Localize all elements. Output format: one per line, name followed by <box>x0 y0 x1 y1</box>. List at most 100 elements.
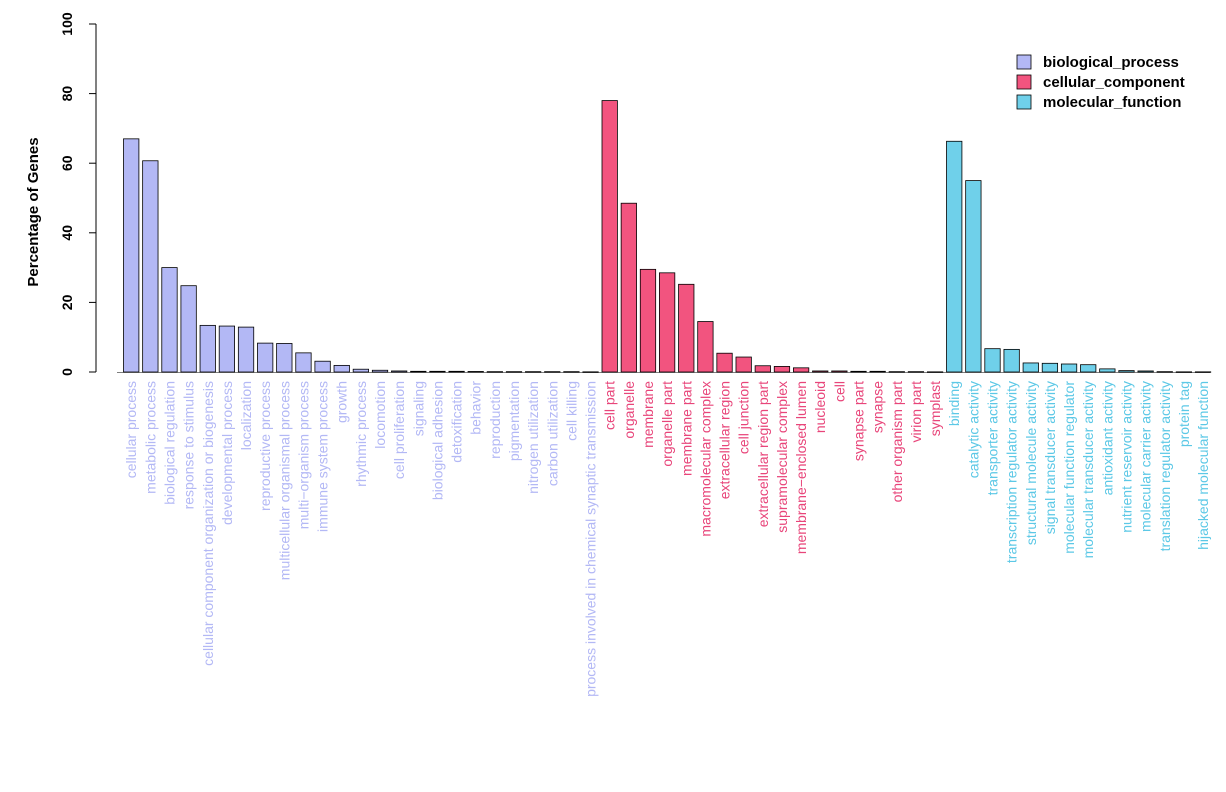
bar-cellular_component <box>907 371 925 373</box>
category-label: extracellular region part <box>755 381 771 527</box>
category-label: translation regulator activity <box>1157 381 1173 551</box>
y-tick-label: 60 <box>59 155 75 171</box>
category-label: cell killing <box>563 381 579 441</box>
category-label: membrane <box>640 381 656 448</box>
bar-molecular_function <box>946 140 963 373</box>
bar-molecular_function <box>1118 370 1135 373</box>
bar-cellular_component <box>639 268 657 373</box>
legend-swatch <box>1016 94 1032 110</box>
category-label: biological regulation <box>161 381 177 505</box>
category-label: membrane−enclosed lumen <box>793 381 809 554</box>
y-tick-label: 100 <box>59 12 75 36</box>
category-label: detoxification <box>449 381 465 463</box>
bar-biological_process <box>257 342 274 373</box>
bar-biological_process <box>486 371 503 373</box>
bar-molecular_function <box>1060 363 1078 373</box>
category-label: organelle part <box>659 381 675 467</box>
category-label: cell part <box>602 381 618 430</box>
category-label: cellular process <box>123 381 139 478</box>
category-label: reproductive process <box>257 381 273 511</box>
y-tick-label: 80 <box>59 86 75 102</box>
category-label: cell <box>831 381 847 402</box>
category-label: membrane part <box>678 381 694 476</box>
bar-molecular_function <box>1041 362 1059 373</box>
category-label: locomotion <box>372 381 388 449</box>
bar-biological_process <box>352 368 369 373</box>
bar-cellular_component <box>754 365 771 373</box>
bars <box>117 100 1212 373</box>
category-label: synapse part <box>851 381 867 461</box>
bar-biological_process <box>391 370 408 373</box>
category-label: binding <box>946 381 962 426</box>
bar-biological_process <box>218 325 235 373</box>
bar-cellular_component <box>659 272 676 373</box>
legend-entry: molecular_function <box>1043 94 1181 111</box>
category-label: molecular transducer activity <box>1080 381 1096 558</box>
bar-cellular_component <box>697 321 714 373</box>
category-label: cell proliferation <box>391 381 407 479</box>
category-label: localization <box>238 381 254 450</box>
category-label: signal transducer activity <box>1042 381 1058 534</box>
y-axis: 0 20 40 60 80 100 <box>59 12 97 376</box>
bar-biological_process <box>314 360 331 373</box>
bar-cellular_component <box>620 202 637 373</box>
bar-biological_process <box>161 267 178 373</box>
category-label: protein tag <box>1176 381 1192 447</box>
bar-cellular_component <box>601 100 618 373</box>
bar-molecular_function <box>984 348 1001 373</box>
bar-cellular_component <box>850 370 867 373</box>
bar-biological_process <box>410 370 427 373</box>
bar-molecular_function <box>965 180 982 373</box>
y-tick-label: 40 <box>59 225 75 241</box>
category-label: biological adhesion <box>429 381 445 500</box>
y-axis-label: Percentage of Genes <box>25 137 42 286</box>
category-label: nucleoid <box>812 381 828 433</box>
category-label: virion part <box>908 381 924 443</box>
category-label: molecular function regulator <box>1061 381 1077 554</box>
bar-biological_process <box>180 285 197 373</box>
category-label: response to stimulus <box>181 381 197 509</box>
category-label: immune system process <box>315 381 331 532</box>
legend-swatch <box>1016 74 1032 90</box>
bar-cellular_component <box>793 367 810 373</box>
category-label: multicellular organismal process <box>276 381 292 580</box>
category-label: hijacked molecular function <box>1195 381 1211 550</box>
bar-molecular_function <box>1003 348 1020 373</box>
bar-biological_process <box>142 160 159 373</box>
bar-cellular_component <box>888 371 905 373</box>
category-label: nutrient reservoir activity <box>1118 381 1134 533</box>
bar-cellular_component <box>735 356 752 373</box>
y-tick-label: 0 <box>59 368 75 376</box>
category-label: reproduction <box>487 381 503 459</box>
legend-swatch <box>1016 54 1032 70</box>
bar-cellular_component <box>716 352 733 373</box>
bar-biological_process <box>199 324 216 373</box>
category-label: signaling <box>410 381 426 436</box>
category-label: structural molecule activity <box>1023 381 1039 545</box>
bar-biological_process <box>505 371 523 373</box>
category-label: transcription regulator activity <box>1004 381 1020 563</box>
bar-cellular_component <box>812 370 829 373</box>
category-label: antioxidant activity <box>1099 381 1115 495</box>
category-label: cellular component organization or bioge… <box>200 381 216 666</box>
bar-cellular_component <box>869 370 886 373</box>
category-label: growth <box>334 381 350 423</box>
category-label: cell junction <box>736 381 752 454</box>
bar-biological_process <box>333 364 350 373</box>
bar-biological_process <box>563 371 580 373</box>
category-label: metabolic process <box>142 381 158 494</box>
bar-biological_process <box>123 138 140 373</box>
bar-biological_process <box>295 352 312 373</box>
bar-molecular_function <box>1022 362 1039 373</box>
bar-biological_process <box>237 326 255 373</box>
bar-biological_process <box>371 369 389 373</box>
category-label: symplast <box>927 381 943 436</box>
category-label: macromolecular complex <box>697 381 713 537</box>
bar-biological_process <box>429 370 446 373</box>
category-label: nitrogen utilization <box>525 381 541 494</box>
category-label: catalytic activity <box>965 381 981 478</box>
bar-cellular_component <box>831 370 848 373</box>
bar-molecular_function <box>1137 370 1154 373</box>
bar-molecular_function <box>1099 368 1116 373</box>
